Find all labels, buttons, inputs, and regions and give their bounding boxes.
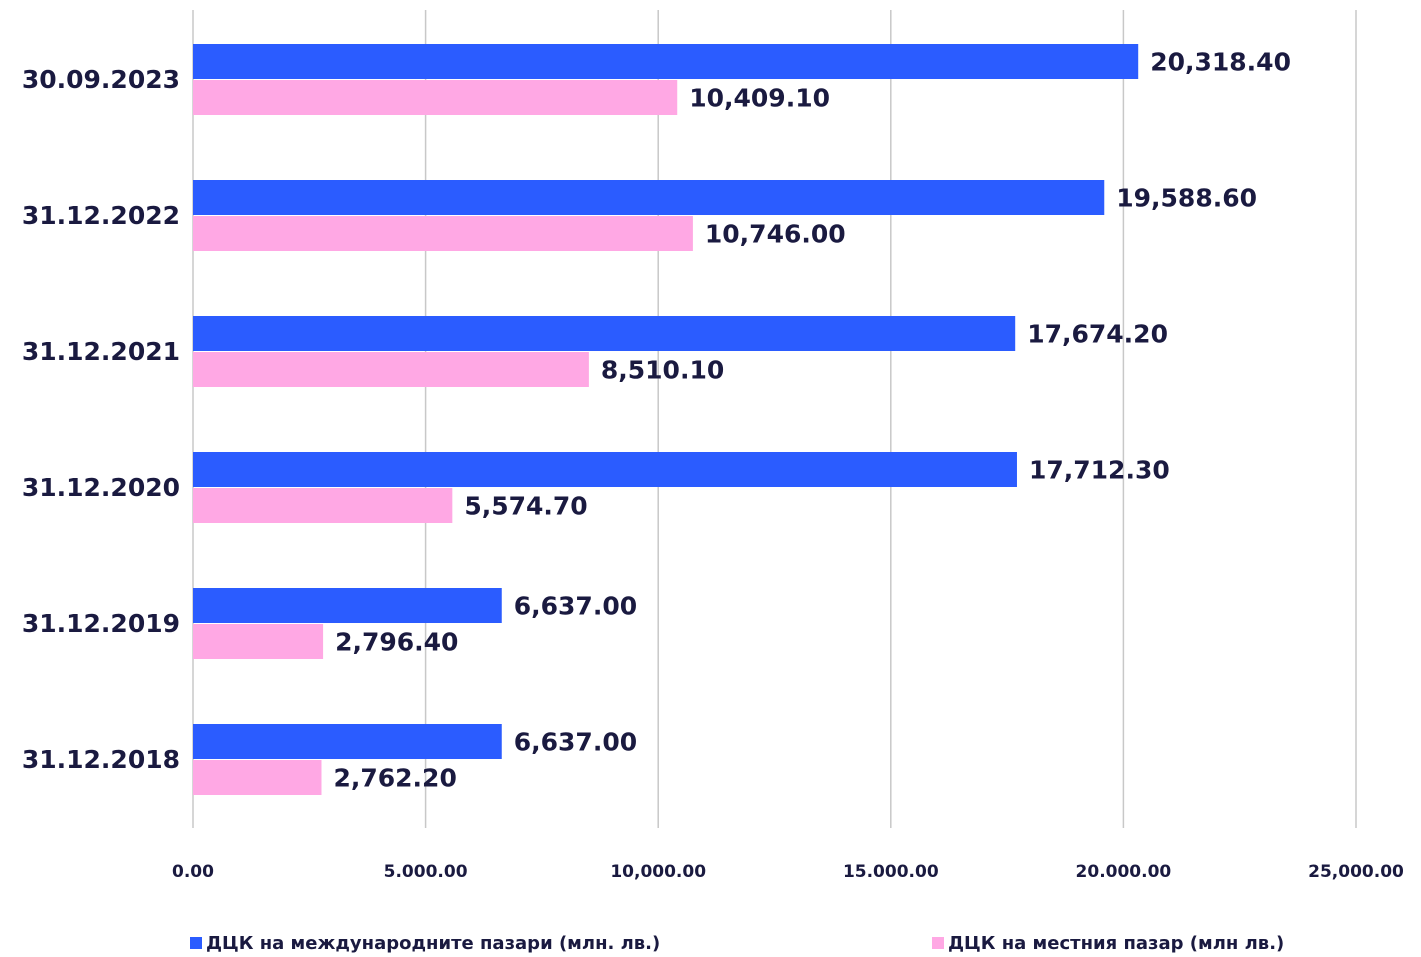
bar	[193, 760, 322, 795]
x-tick-label: 10,000.00	[610, 862, 706, 882]
bar	[193, 216, 693, 251]
bar	[193, 452, 1017, 487]
bar	[193, 588, 502, 623]
bar	[193, 352, 589, 387]
legend-swatch	[190, 937, 202, 949]
legend-label: ДЦК на международните пазари (млн. лв.)	[206, 933, 660, 954]
value-label: 8,510.10	[601, 356, 724, 385]
category-label: 31.12.2022	[22, 201, 180, 230]
value-label: 17,674.20	[1027, 320, 1168, 349]
value-label: 10,746.00	[705, 220, 846, 249]
bar	[193, 316, 1016, 351]
bar	[193, 624, 324, 659]
x-tick-label: 15.000.00	[843, 862, 939, 882]
value-label: 10,409.10	[689, 84, 830, 113]
bar	[193, 180, 1105, 215]
category-label: 31.12.2019	[22, 609, 180, 638]
category-label: 30.09.2023	[22, 65, 180, 94]
category-label: 31.12.2018	[22, 745, 180, 774]
value-label: 6,637.00	[514, 592, 637, 621]
bar	[193, 80, 678, 115]
legend-swatch	[932, 937, 944, 949]
value-label: 17,712.30	[1029, 456, 1170, 485]
category-label: 31.12.2020	[22, 473, 180, 502]
value-label: 2,796.40	[335, 628, 458, 657]
x-tick-label: 0.00	[172, 862, 214, 882]
bar	[193, 488, 453, 523]
x-tick-label: 5.000.00	[384, 862, 468, 882]
value-label: 2,762.20	[333, 764, 456, 793]
value-label: 5,574.70	[464, 492, 587, 521]
category-label: 31.12.2021	[22, 337, 180, 366]
value-label: 20,318.40	[1150, 48, 1291, 77]
value-label: 6,637.00	[514, 728, 637, 757]
bar	[193, 724, 502, 759]
x-tick-label: 20.000.00	[1076, 862, 1172, 882]
bar	[193, 44, 1139, 79]
value-label: 19,588.60	[1116, 184, 1257, 213]
x-tick-label: 25,000.00	[1308, 862, 1404, 882]
legend-label: ДЦК на местния пазар (млн лв.)	[948, 933, 1284, 954]
